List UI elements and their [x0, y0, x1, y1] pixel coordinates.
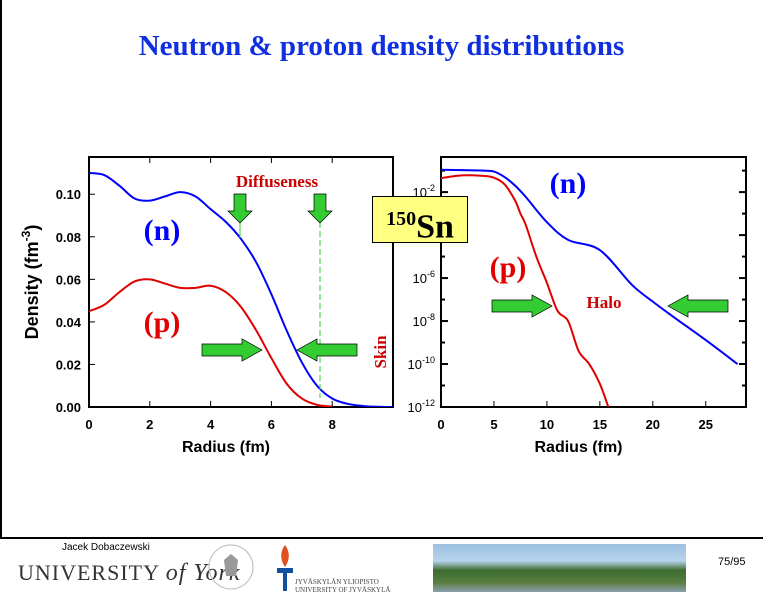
diffuseness-arrow: [307, 193, 333, 224]
york-logo: UNIVERSITY of York: [18, 560, 241, 586]
density-charts: 0 2 4 6 8 0.00 0.02 0.04 0.06 0.08 0.10 Radius (fm)…: [19, 156, 747, 456]
x-tick-label: 5: [490, 417, 497, 432]
diffuseness-label: Diffuseness: [236, 172, 319, 191]
y-tick-label: 10-8: [413, 312, 435, 329]
y-tick-label: 10-12: [408, 398, 435, 415]
skin-arrow: [201, 338, 263, 362]
y-tick-label: 0.10: [56, 187, 81, 202]
series-line-neutron: [89, 171, 393, 407]
jyu-torch-icon: [277, 545, 293, 591]
warsaw-seal-icon: [208, 544, 254, 590]
bridge-photo: [433, 544, 686, 592]
y-tick-label: 0.00: [56, 400, 81, 415]
y-tick-label: 10-10: [408, 355, 435, 372]
x-tick-label: 6: [268, 417, 275, 432]
proton-label: (p): [144, 306, 181, 339]
series-line-log-neutron: [441, 168, 739, 365]
y-tick-label: 0.02: [56, 357, 81, 372]
neutron-label-log: (n): [550, 167, 587, 200]
y-axis-label: Density (fm-3): [19, 225, 42, 340]
skin-arrow: [296, 338, 358, 362]
page-number: 75/95: [718, 556, 746, 568]
x-tick-label: 8: [329, 417, 336, 432]
halo-label: Halo: [587, 293, 622, 312]
nucleus-label: 150Sn: [372, 196, 468, 246]
x-tick-label: 10: [540, 417, 554, 432]
halo-arrow: [667, 294, 729, 318]
neutron-label: (n): [144, 214, 181, 247]
jyu-logo-text: JYVÄSKYLÄN YLIOPISTO UNIVERSITY OF JYVÄSK…: [295, 578, 391, 594]
left-plot-frame: [88, 156, 394, 408]
y-tick-label: 0.06: [56, 272, 81, 287]
right-plot-frame: [440, 156, 747, 408]
x-axis-label: Radius (fm): [535, 439, 623, 456]
x-tick-label: 15: [593, 417, 607, 432]
y-tick-label: 0.04: [56, 315, 82, 330]
x-axis-label: Radius (fm): [182, 439, 270, 456]
x-tick-label: 0: [85, 417, 92, 432]
series-line-proton: [89, 278, 333, 407]
diffuseness-arrow: [227, 193, 253, 224]
y-tick-label: 10-6: [413, 269, 435, 286]
mass-number: 150: [386, 208, 417, 230]
element-symbol: Sn: [416, 208, 454, 246]
x-tick-label: 4: [207, 417, 215, 432]
halo-arrow: [491, 294, 553, 318]
slide-border: [0, 0, 2, 538]
proton-label-log: (p): [490, 251, 527, 284]
x-tick-label: 2: [146, 417, 153, 432]
slide-title: Neutron & proton density distributions: [138, 30, 625, 62]
author: Jacek Dobaczewski: [62, 542, 150, 553]
footer-divider: [0, 537, 763, 539]
x-tick-label: 0: [437, 417, 444, 432]
series-line-log-proton: [441, 174, 610, 407]
skin-label: Skin: [371, 335, 390, 369]
y-tick-label: 0.08: [56, 230, 81, 245]
x-tick-label: 25: [699, 417, 713, 432]
x-tick-label: 20: [646, 417, 660, 432]
